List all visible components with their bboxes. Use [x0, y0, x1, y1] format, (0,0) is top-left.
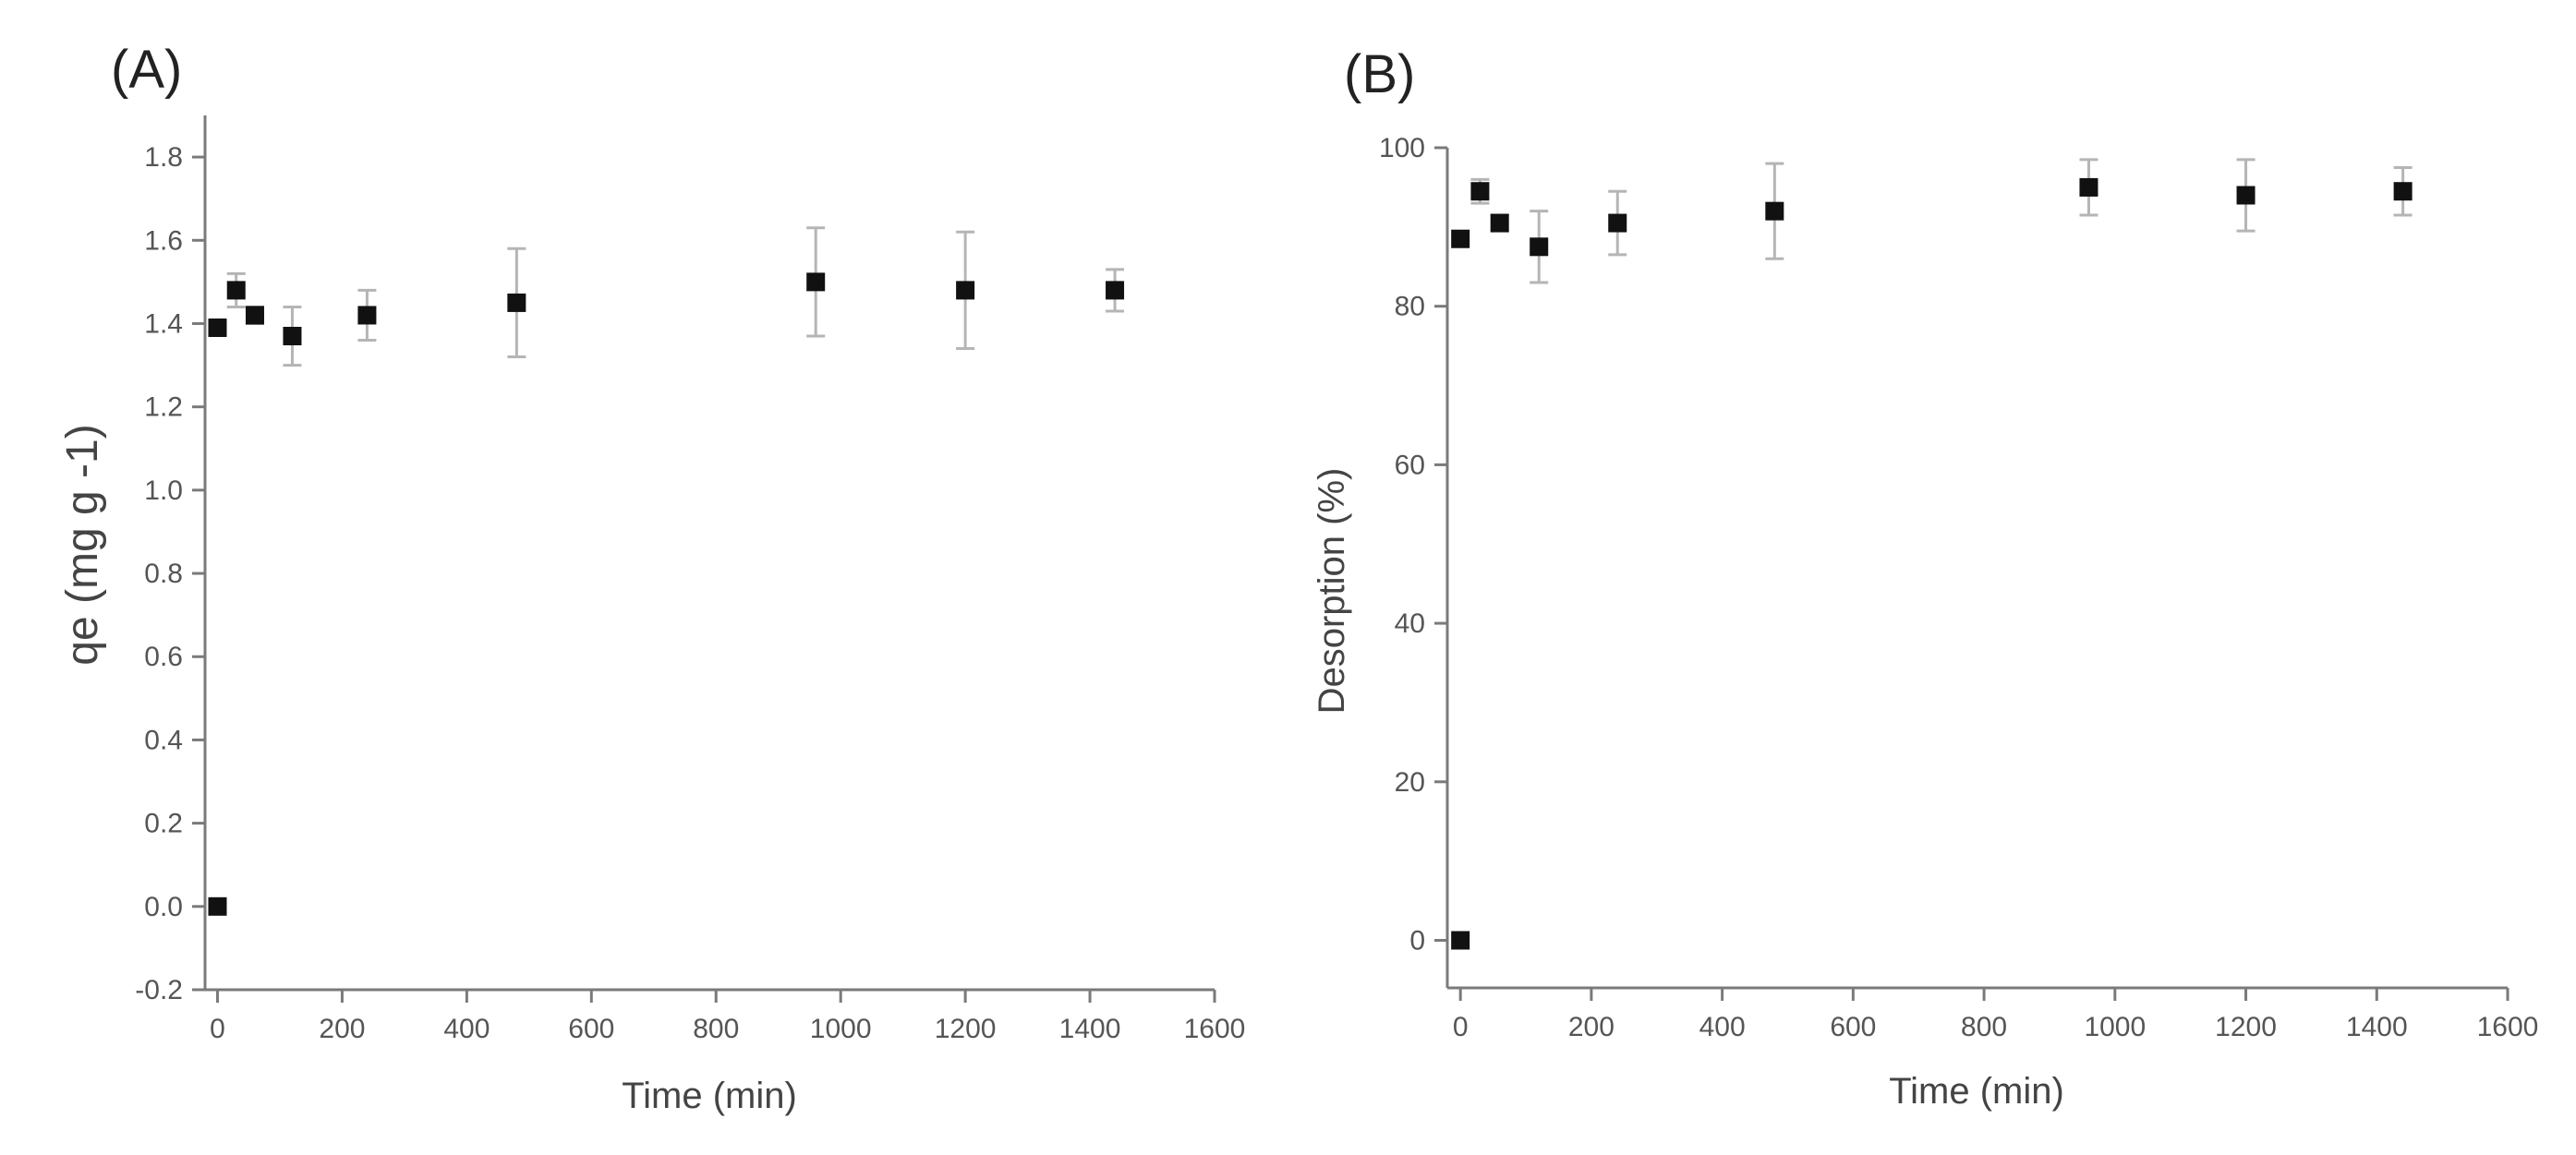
panel-b: (B) 0 200 400 600 800 1000 1200 1400 1600 0 20 40 60… — [1312, 44, 2538, 1112]
data-point — [283, 327, 302, 346]
panel-a: (A) 0 200 400 600 800 1000 1200 1400 1600 -0.2 0.0… — [58, 40, 1245, 1116]
y-tick-label: 40 — [1395, 608, 1425, 639]
y-tick-label: 100 — [1379, 133, 1425, 163]
data-point — [806, 272, 826, 292]
data-point — [245, 306, 264, 325]
data-point — [1608, 213, 1627, 233]
data-point — [956, 281, 975, 300]
y-tick-label: 0.8 — [144, 559, 183, 589]
x-tick-label: 1000 — [2084, 1012, 2146, 1042]
x-axis-title: Time (min) — [622, 1076, 797, 1116]
panel-label: (B) — [1344, 44, 1415, 104]
data-point — [1530, 237, 1549, 257]
data-point — [2236, 186, 2256, 205]
data-point — [1490, 213, 1509, 233]
panel-label: (A) — [111, 40, 182, 100]
y-tick-label: 20 — [1395, 767, 1425, 798]
x-tick-label: 1200 — [2215, 1012, 2277, 1042]
error-bar-group — [226, 226, 1125, 367]
y-tick-label: 0 — [1409, 925, 1425, 956]
data-point — [1470, 182, 1490, 201]
y-tick-label: 0.6 — [144, 642, 183, 672]
x-tick-label: 400 — [443, 1014, 490, 1044]
data-point — [2393, 182, 2413, 201]
x-tick-label: 200 — [319, 1014, 365, 1044]
x-tick-label: 1200 — [935, 1014, 997, 1044]
data-point — [1106, 281, 1125, 300]
y-tick-label: 1.4 — [144, 308, 183, 339]
y-axis-title: qe (mg g -1) — [58, 424, 107, 665]
y-tick-label: 1.8 — [144, 142, 183, 173]
point-group — [208, 272, 1125, 916]
y-tick-label: 0.0 — [144, 892, 183, 922]
point-group — [1451, 177, 2413, 950]
x-tick-label: 1400 — [1059, 1014, 1121, 1044]
x-axis-title: Time (min) — [1889, 1071, 2064, 1112]
y-tick-label: 0.4 — [144, 725, 183, 755]
x-tick-label: 800 — [1961, 1012, 2007, 1042]
data-point — [507, 293, 526, 312]
data-point — [226, 281, 246, 300]
x-tick-label: 600 — [1830, 1012, 1876, 1042]
data-point — [208, 318, 227, 337]
x-tick-label: 0 — [1453, 1012, 1469, 1042]
tick-group: 0 200 400 600 800 1000 1200 1400 1600 0 20 40 60 80 10… — [1379, 133, 2538, 1042]
y-tick-label: -0.2 — [135, 975, 183, 1005]
x-tick-label: 1600 — [2477, 1012, 2539, 1042]
data-point — [357, 306, 377, 325]
x-tick-label: 400 — [1699, 1012, 1746, 1042]
data-point — [1451, 931, 1470, 950]
x-tick-label: 1000 — [810, 1014, 872, 1044]
x-tick-label: 200 — [1568, 1012, 1615, 1042]
y-axis-title: Desorption (%) — [1312, 468, 1352, 715]
data-point — [208, 896, 227, 916]
data-point — [1451, 229, 1470, 248]
x-tick-label: 800 — [693, 1014, 739, 1044]
x-tick-label: 600 — [568, 1014, 614, 1044]
y-tick-label: 60 — [1395, 450, 1425, 480]
y-tick-label: 1.0 — [144, 475, 183, 506]
tick-group: 0 200 400 600 800 1000 1200 1400 1600 -0.2 0.0 0.2 0… — [135, 142, 1245, 1044]
y-tick-label: 1.2 — [144, 392, 183, 423]
data-point — [2079, 177, 2098, 197]
y-tick-label: 1.6 — [144, 225, 183, 256]
x-tick-label: 0 — [210, 1014, 225, 1044]
y-tick-label: 0.2 — [144, 809, 183, 839]
data-point — [1765, 201, 1784, 221]
x-tick-label: 1400 — [2346, 1012, 2408, 1042]
y-tick-label: 80 — [1395, 292, 1425, 322]
x-tick-label: 1600 — [1184, 1014, 1246, 1044]
